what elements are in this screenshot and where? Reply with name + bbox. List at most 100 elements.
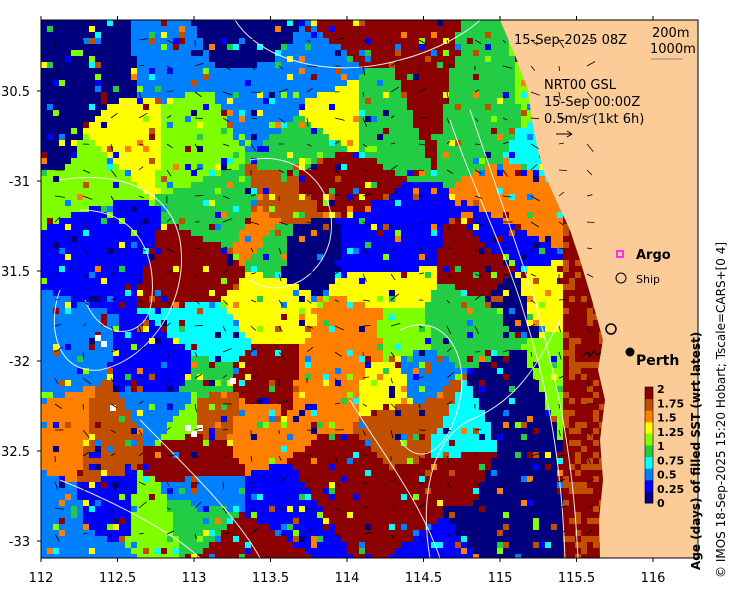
sst-pixel bbox=[137, 242, 143, 248]
sst-pixel bbox=[167, 50, 173, 56]
sst-pixel bbox=[359, 230, 365, 236]
sst-pixel bbox=[251, 50, 257, 56]
sst-pixel bbox=[95, 164, 101, 170]
sst-pixel bbox=[335, 80, 341, 86]
sst-pixel bbox=[335, 296, 341, 302]
sst-pixel bbox=[197, 74, 203, 80]
sst-pixel bbox=[161, 272, 167, 278]
sst-pixel bbox=[359, 266, 365, 272]
sst-pixel bbox=[161, 254, 167, 260]
sst-pixel bbox=[233, 212, 239, 218]
sst-pixel bbox=[515, 68, 521, 74]
sst-pixel bbox=[221, 158, 227, 164]
sst-pixel bbox=[185, 284, 191, 290]
sst-pixel bbox=[77, 62, 83, 68]
sst-pixel bbox=[287, 50, 293, 56]
sst-pixel bbox=[293, 164, 299, 170]
sst-pixel bbox=[227, 290, 233, 296]
sst-pixel bbox=[113, 68, 119, 74]
sst-pixel bbox=[437, 248, 443, 254]
sst-pixel bbox=[191, 290, 197, 296]
sst-pixel bbox=[269, 170, 275, 176]
sst-pixel bbox=[515, 308, 521, 314]
sst-pixel bbox=[521, 104, 527, 110]
sst-pixel bbox=[233, 242, 239, 248]
sst-pixel bbox=[281, 26, 287, 32]
sst-pixel bbox=[341, 86, 347, 92]
sst-pixel bbox=[485, 140, 491, 146]
sst-pixel bbox=[299, 32, 305, 38]
sst-pixel bbox=[281, 152, 287, 158]
sst-pixel bbox=[47, 230, 53, 236]
sst-pixel bbox=[233, 248, 239, 254]
sst-pixel bbox=[557, 296, 563, 302]
sst-pixel bbox=[341, 134, 347, 140]
sst-age-field bbox=[41, 20, 611, 558]
sst-pixel bbox=[461, 236, 467, 242]
sst-pixel bbox=[467, 146, 473, 152]
sst-pixel bbox=[173, 152, 179, 158]
sst-pixel bbox=[479, 128, 485, 134]
sst-pixel bbox=[137, 182, 143, 188]
sst-pixel bbox=[479, 176, 485, 182]
sst-pixel bbox=[251, 272, 257, 278]
sst-pixel bbox=[269, 212, 275, 218]
sst-pixel bbox=[455, 212, 461, 218]
sst-pixel bbox=[425, 38, 431, 44]
sst-pixel bbox=[215, 104, 221, 110]
sst-pixel bbox=[473, 266, 479, 272]
sst-pixel bbox=[209, 122, 215, 128]
sst-pixel bbox=[143, 314, 149, 320]
sst-pixel bbox=[341, 254, 347, 260]
sst-pixel bbox=[101, 38, 107, 44]
sst-pixel bbox=[401, 194, 407, 200]
sst-pixel bbox=[341, 182, 347, 188]
sst-pixel bbox=[191, 80, 197, 86]
sst-pixel bbox=[89, 200, 95, 206]
sst-pixel bbox=[179, 56, 185, 62]
sst-pixel bbox=[263, 188, 269, 194]
sst-pixel bbox=[107, 80, 113, 86]
sst-pixel bbox=[515, 92, 521, 98]
sst-pixel bbox=[527, 266, 533, 272]
sst-pixel bbox=[389, 236, 395, 242]
sst-pixel bbox=[413, 74, 419, 80]
sst-pixel bbox=[395, 266, 401, 272]
sst-pixel bbox=[113, 164, 119, 170]
sst-pixel bbox=[113, 152, 119, 158]
sst-pixel bbox=[47, 212, 53, 218]
sst-pixel bbox=[197, 50, 203, 56]
sst-pixel bbox=[491, 248, 497, 254]
sst-pixel bbox=[413, 248, 419, 254]
sst-pixel bbox=[485, 248, 491, 254]
sst-pixel bbox=[353, 182, 359, 188]
sst-pixel bbox=[209, 326, 215, 332]
sst-pixel bbox=[503, 158, 509, 164]
sst-pixel bbox=[419, 296, 425, 302]
sst-pixel bbox=[491, 320, 497, 326]
sst-pixel bbox=[137, 302, 143, 308]
sst-pixel bbox=[119, 110, 125, 116]
sst-pixel bbox=[401, 302, 407, 308]
sst-pixel bbox=[551, 200, 557, 206]
sst-pixel bbox=[419, 116, 425, 122]
sst-pixel bbox=[521, 92, 527, 98]
sst-pixel bbox=[437, 266, 443, 272]
sst-pixel bbox=[419, 140, 425, 146]
sst-pixel bbox=[107, 302, 113, 308]
sst-pixel bbox=[275, 206, 281, 212]
sst-pixel bbox=[47, 320, 53, 326]
sst-pixel bbox=[353, 62, 359, 68]
sst-pixel bbox=[491, 170, 497, 176]
sst-pixel bbox=[437, 152, 443, 158]
sst-pixel bbox=[137, 314, 143, 320]
sst-pixel bbox=[311, 74, 317, 80]
sst-pixel bbox=[83, 20, 89, 26]
sst-pixel bbox=[395, 158, 401, 164]
sst-pixel bbox=[401, 80, 407, 86]
sst-pixel bbox=[407, 110, 413, 116]
sst-pixel bbox=[317, 176, 323, 182]
sst-pixel bbox=[383, 26, 389, 32]
sst-pixel bbox=[335, 140, 341, 146]
sst-pixel bbox=[251, 236, 257, 242]
